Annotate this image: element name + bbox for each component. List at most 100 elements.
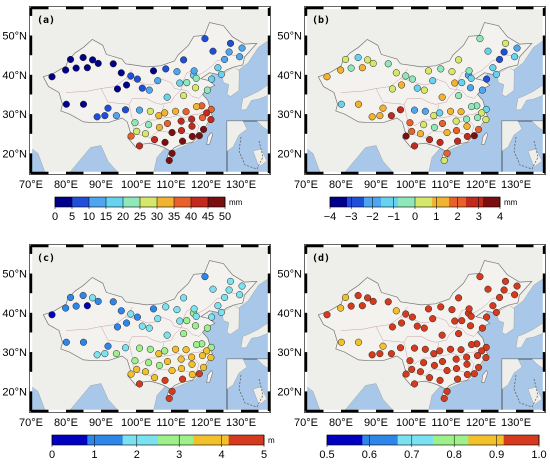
- station-marker: [161, 109, 169, 117]
- province-boundary: [170, 109, 207, 119]
- station-marker: [467, 74, 475, 82]
- province-boundary: [65, 306, 133, 331]
- lon-tick-label: 70°E: [294, 179, 318, 191]
- station-marker: [387, 112, 395, 120]
- station-marker: [154, 315, 162, 323]
- lon-tick-label: 120°E: [466, 179, 496, 191]
- colorbar-swatch: [327, 435, 363, 445]
- station-marker: [121, 106, 130, 114]
- station-marker: [455, 92, 463, 100]
- station-marker: [131, 119, 139, 127]
- station-marker: [463, 353, 471, 361]
- lon-tick-label: 70°E: [19, 179, 43, 191]
- station-marker: [190, 305, 198, 313]
- lon-tick-label: 120°E: [191, 417, 221, 429]
- station-marker: [201, 273, 209, 281]
- station-marker: [79, 53, 87, 62]
- station-marker: [145, 86, 153, 94]
- colorbar-tick-label: −4: [324, 211, 337, 223]
- lon-tick-label: 90°E: [364, 179, 388, 191]
- station-marker: [188, 122, 196, 130]
- station-marker: [135, 142, 144, 150]
- province-boundary: [205, 292, 245, 310]
- station-marker: [214, 64, 222, 72]
- lon-tick-label: 130°E: [226, 179, 256, 191]
- colorbar-swatch: [483, 197, 501, 207]
- map-b-svg: (b) 70°E 80°E 90°E 100°E 110°E 120°E 130°E 50°N 4…: [277, 6, 546, 223]
- colorbar-swatch: [89, 197, 107, 207]
- station-marker: [198, 114, 207, 122]
- colorbar-swatch: [123, 197, 141, 207]
- station-marker: [483, 75, 491, 83]
- station-marker: [465, 67, 473, 75]
- station-marker: [209, 285, 217, 293]
- lat-tick-label: 30°N: [277, 347, 302, 359]
- station-marker: [104, 104, 112, 112]
- station-marker: [179, 375, 187, 383]
- province-boundary: [170, 70, 207, 90]
- station-marker: [151, 374, 159, 382]
- station-marker: [168, 149, 176, 157]
- station-marker: [127, 370, 135, 378]
- lat-tick-label: 30°N: [2, 109, 27, 121]
- station-marker: [388, 85, 396, 93]
- station-marker: [104, 342, 112, 350]
- station-marker: [402, 370, 410, 378]
- station-marker: [180, 330, 188, 338]
- station-marker: [436, 347, 444, 355]
- station-markers: [48, 273, 246, 402]
- station-marker: [457, 108, 465, 116]
- station-marker: [200, 125, 208, 133]
- station-marker: [392, 307, 400, 315]
- colorbar-unit: mm: [268, 436, 275, 445]
- colorbar-tick-label: 10: [83, 211, 95, 223]
- station-marker: [473, 352, 482, 360]
- province-boundary: [421, 96, 450, 105]
- lat-tick-label: 40°N: [2, 70, 27, 82]
- colorbar-tick-label: 1: [91, 449, 97, 461]
- station-marker: [123, 319, 131, 327]
- station-marker: [500, 48, 508, 56]
- station-marker: [101, 112, 109, 120]
- station-marker: [188, 353, 196, 361]
- japan-land: [240, 84, 269, 111]
- station-marker: [452, 117, 460, 125]
- station-marker: [476, 35, 484, 43]
- colorbar-swatch: [72, 197, 90, 207]
- province-boundary: [449, 89, 478, 99]
- station-marker: [448, 68, 456, 76]
- lat-tick-label: 20°N: [2, 386, 27, 398]
- lon-tick-label: 130°E: [501, 417, 531, 429]
- lon-tick-label: 80°E: [329, 179, 353, 191]
- station-marker: [135, 344, 144, 352]
- station-marker: [426, 136, 434, 144]
- station-marker: [438, 119, 447, 128]
- station-marker: [489, 64, 497, 72]
- station-marker: [172, 107, 180, 115]
- colorbar-tick-label: 15: [100, 211, 112, 223]
- station-marker: [392, 69, 400, 77]
- station-marker: [475, 363, 483, 371]
- station-marker: [466, 84, 475, 92]
- station-marker: [155, 112, 163, 120]
- station-marker: [437, 65, 445, 73]
- station-marker: [492, 70, 500, 78]
- station-marker: [388, 323, 396, 331]
- south-china-sea-inset: [501, 120, 545, 174]
- station-marker: [236, 53, 244, 61]
- panel-label: (a): [37, 15, 55, 26]
- station-marker: [430, 112, 438, 120]
- station-marker: [466, 322, 475, 330]
- station-marker: [511, 291, 519, 299]
- station-marker: [511, 53, 519, 61]
- south-china-sea-inset: [226, 358, 270, 412]
- station-marker: [201, 35, 209, 43]
- station-marker: [368, 113, 376, 121]
- station-marker: [484, 47, 492, 55]
- station-marker: [408, 127, 416, 135]
- station-marker: [79, 338, 88, 346]
- station-marker: [387, 350, 395, 358]
- station-marker: [398, 81, 406, 89]
- station-marker: [323, 73, 331, 81]
- map-a-svg: (a) 70°E 80°E 90°E 100°E 110°E 120°E 130°E 50°N 4…: [2, 6, 271, 223]
